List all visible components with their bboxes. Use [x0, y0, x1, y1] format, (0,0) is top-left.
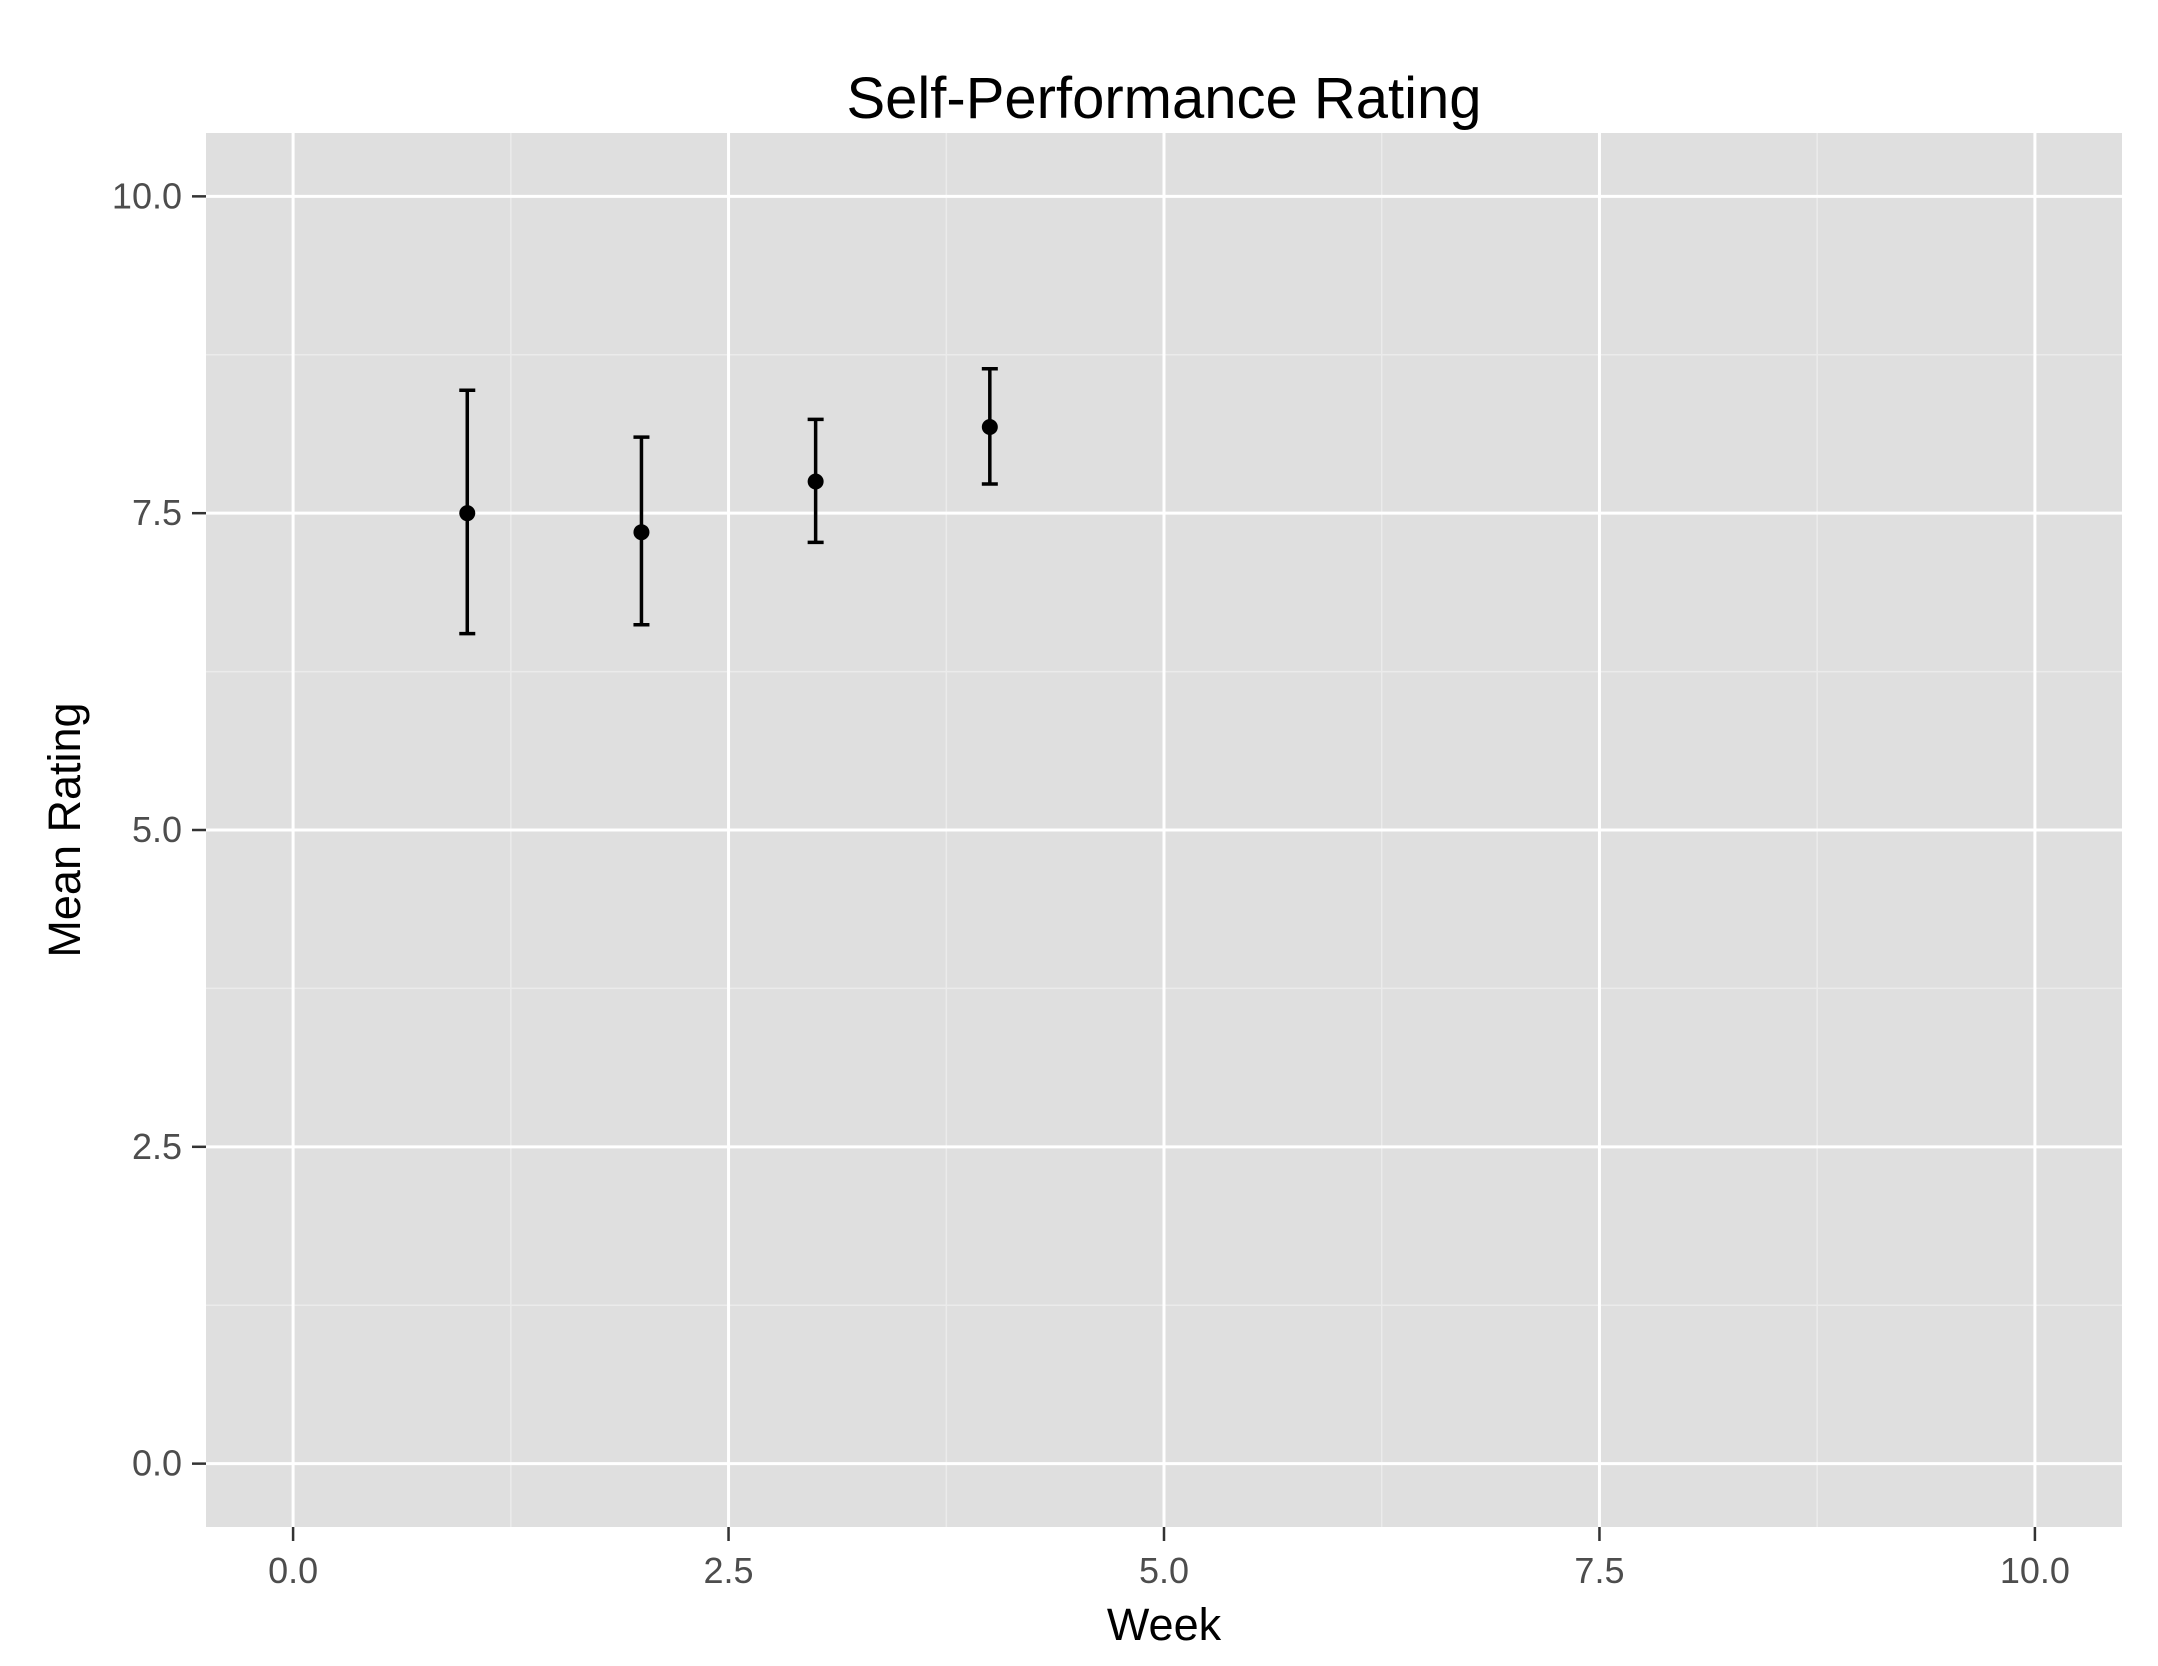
y-tick-label: 5.0	[132, 809, 182, 850]
y-tick-label: 10.0	[112, 175, 182, 216]
data-point-group	[807, 417, 824, 545]
data-point	[807, 473, 824, 490]
x-tick-label: 7.5	[1574, 1550, 1624, 1591]
data-point-group	[981, 366, 998, 486]
major-grid	[206, 133, 2122, 1527]
y-axis: 0.0 2.5 5.0 7.5 10.0	[112, 175, 206, 1484]
chart-title: Self-Performance Rating	[846, 66, 1481, 131]
x-tick-label: 0.0	[268, 1550, 318, 1591]
x-tick-label: 5.0	[1139, 1550, 1189, 1591]
data-point	[459, 505, 476, 522]
x-axis: 0.0 2.5 5.0 7.5 10.0	[268, 1527, 2070, 1591]
x-tick-label: 10.0	[2000, 1550, 2070, 1591]
y-tick-label: 0.0	[132, 1443, 182, 1484]
y-tick-label: 2.5	[132, 1126, 182, 1167]
data-point-group	[459, 388, 476, 636]
x-tick-label: 2.5	[704, 1550, 754, 1591]
y-axis-title: Mean Rating	[39, 702, 90, 957]
x-axis-title: Week	[1107, 1599, 1222, 1650]
data-point	[633, 524, 650, 541]
y-tick-label: 7.5	[132, 492, 182, 533]
data-marks	[459, 366, 998, 636]
data-point-group	[633, 435, 650, 627]
data-point	[981, 419, 998, 436]
